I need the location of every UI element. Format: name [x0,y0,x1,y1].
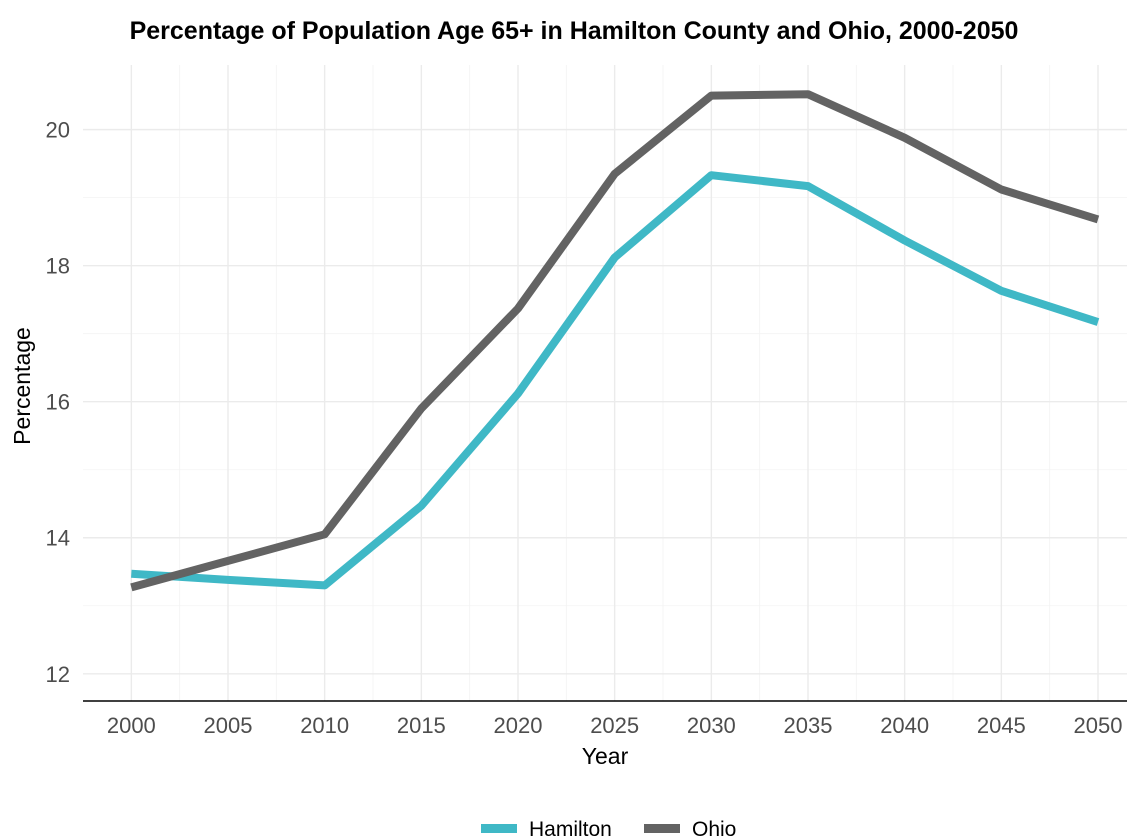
x-tick-label: 2050 [1074,713,1123,738]
x-tick-label: 2005 [204,713,253,738]
legend-swatch-hamilton [481,824,517,833]
y-tick-label: 18 [46,254,70,279]
x-tick-label: 2035 [784,713,833,738]
x-tick-label: 2000 [107,713,156,738]
legend: Hamilton Ohio [481,818,736,840]
y-tick-label: 16 [46,390,70,415]
x-tick-label: 2020 [494,713,543,738]
series-line-ohio [130,90,1100,592]
legend-label-ohio: Ohio [692,818,736,840]
x-tick-label: 2010 [300,713,349,738]
grid [83,65,1127,701]
x-tick-label: 2030 [687,713,736,738]
series-lines [130,90,1100,592]
y-tick-label: 14 [46,526,70,551]
x-tick-label: 2015 [397,713,446,738]
y-tick-label: 20 [46,118,70,143]
chart-title: Percentage of Population Age 65+ in Hami… [130,17,1019,45]
y-tick-labels: 12 14 16 18 20 [46,118,70,687]
x-tick-label: 2045 [977,713,1026,738]
x-axis-title: Year [582,743,629,769]
x-tick-label: 2040 [880,713,929,738]
legend-label-hamilton: Hamilton [529,818,612,840]
x-tick-labels: 2000 2005 2010 2015 2020 2025 2030 2035 2040 2045… [107,713,1123,738]
legend-swatch-ohio [644,824,680,833]
y-axis-title: Percentage [9,327,35,445]
x-tick-label: 2025 [590,713,639,738]
y-tick-label: 12 [46,662,70,687]
series-line-hamilton [131,171,1100,590]
